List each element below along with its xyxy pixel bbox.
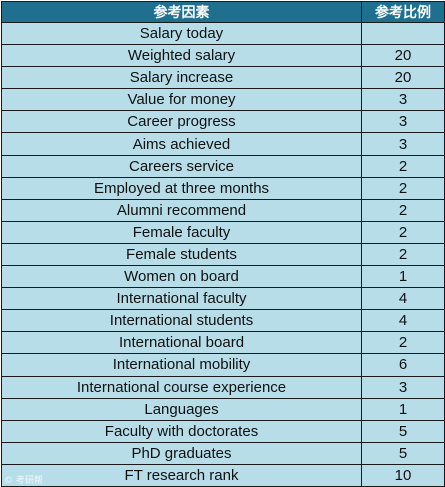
- factor-cell: Salary increase: [1, 66, 362, 90]
- factor-cell: Careers service: [1, 154, 362, 178]
- ratio-cell: 4: [361, 287, 445, 311]
- factor-cell: Female faculty: [1, 220, 362, 244]
- ratio-cell: 2: [361, 176, 445, 200]
- table-row: Female students 2: [1, 242, 445, 267]
- ratio-cell: 5: [361, 419, 445, 443]
- table-row: Aims achieved 3: [1, 132, 445, 156]
- table-row: International faculty 4: [1, 287, 445, 311]
- factor-cell: Alumni recommend: [1, 198, 362, 222]
- ratio-cell: 1: [361, 265, 445, 289]
- table-row: International board 2: [1, 331, 445, 355]
- table-row: Female faculty 2: [1, 220, 445, 244]
- ratio-cell: 2: [361, 331, 445, 355]
- table-body: Salary today Weighted salary 20 Salary incr…: [1, 21, 445, 487]
- table-row: Salary today: [1, 21, 445, 46]
- header-ratio: 参考比例: [361, 1, 445, 23]
- factor-cell: PhD graduates: [1, 441, 362, 465]
- ratio-cell: 10: [361, 463, 445, 487]
- table-row: International course experience 3: [1, 375, 445, 399]
- factor-cell: International mobility: [1, 353, 362, 377]
- factor-cell: Career progress: [1, 110, 362, 134]
- ratio-cell: 20: [361, 66, 445, 90]
- ratio-cell: 3: [361, 375, 445, 399]
- table-row: Career progress 3: [1, 110, 445, 134]
- factor-cell: Female students: [1, 242, 362, 267]
- ratio-cell: 4: [361, 309, 445, 333]
- ratio-cell: 2: [361, 242, 445, 267]
- ratio-cell: 3: [361, 110, 445, 134]
- table-row: PhD graduates 5: [1, 441, 445, 465]
- factor-cell: International course experience: [1, 375, 362, 399]
- table-row: Careers service 2: [1, 154, 445, 178]
- header-factor: 参考因素: [1, 1, 362, 23]
- table-row: Faculty with doctorates 5: [1, 419, 445, 443]
- table-row: Employed at three months 2: [1, 176, 445, 200]
- factor-cell: Salary today: [1, 21, 362, 46]
- factor-cell: FT research rank: [1, 463, 362, 487]
- ratio-cell: 3: [361, 88, 445, 112]
- ratio-cell: [361, 21, 445, 46]
- table-row: Alumni recommend 2: [1, 198, 445, 222]
- table-row: Weighted salary 20: [1, 44, 445, 68]
- factor-cell: Value for money: [1, 88, 362, 112]
- ratio-cell: 2: [361, 220, 445, 244]
- factor-cell: Employed at three months: [1, 176, 362, 200]
- factor-cell: Weighted salary: [1, 44, 362, 68]
- factor-cell: Women on board: [1, 265, 362, 289]
- table-row: Salary increase 20: [1, 66, 445, 90]
- table-row: International students 4: [1, 309, 445, 333]
- ratio-cell: 3: [361, 132, 445, 156]
- factor-cell: International students: [1, 309, 362, 333]
- table-row: Women on board 1: [1, 265, 445, 289]
- table-row: International mobility 6: [1, 353, 445, 377]
- factor-cell: Aims achieved: [1, 132, 362, 156]
- table-row: Languages 1: [1, 397, 445, 421]
- factor-cell: Languages: [1, 397, 362, 421]
- table-row: Value for money 3: [1, 88, 445, 112]
- ratio-cell: 20: [361, 44, 445, 68]
- ratio-cell: 2: [361, 154, 445, 178]
- table-header-row: 参考因素 参考比例: [1, 1, 445, 23]
- table-row: FT research rank 10: [1, 463, 445, 487]
- factor-cell: International board: [1, 331, 362, 355]
- ratio-cell: 2: [361, 198, 445, 222]
- ratio-cell: 1: [361, 397, 445, 421]
- ratio-cell: 6: [361, 353, 445, 377]
- ratio-cell: 5: [361, 441, 445, 465]
- factor-cell: Faculty with doctorates: [1, 419, 362, 443]
- factor-cell: International faculty: [1, 287, 362, 311]
